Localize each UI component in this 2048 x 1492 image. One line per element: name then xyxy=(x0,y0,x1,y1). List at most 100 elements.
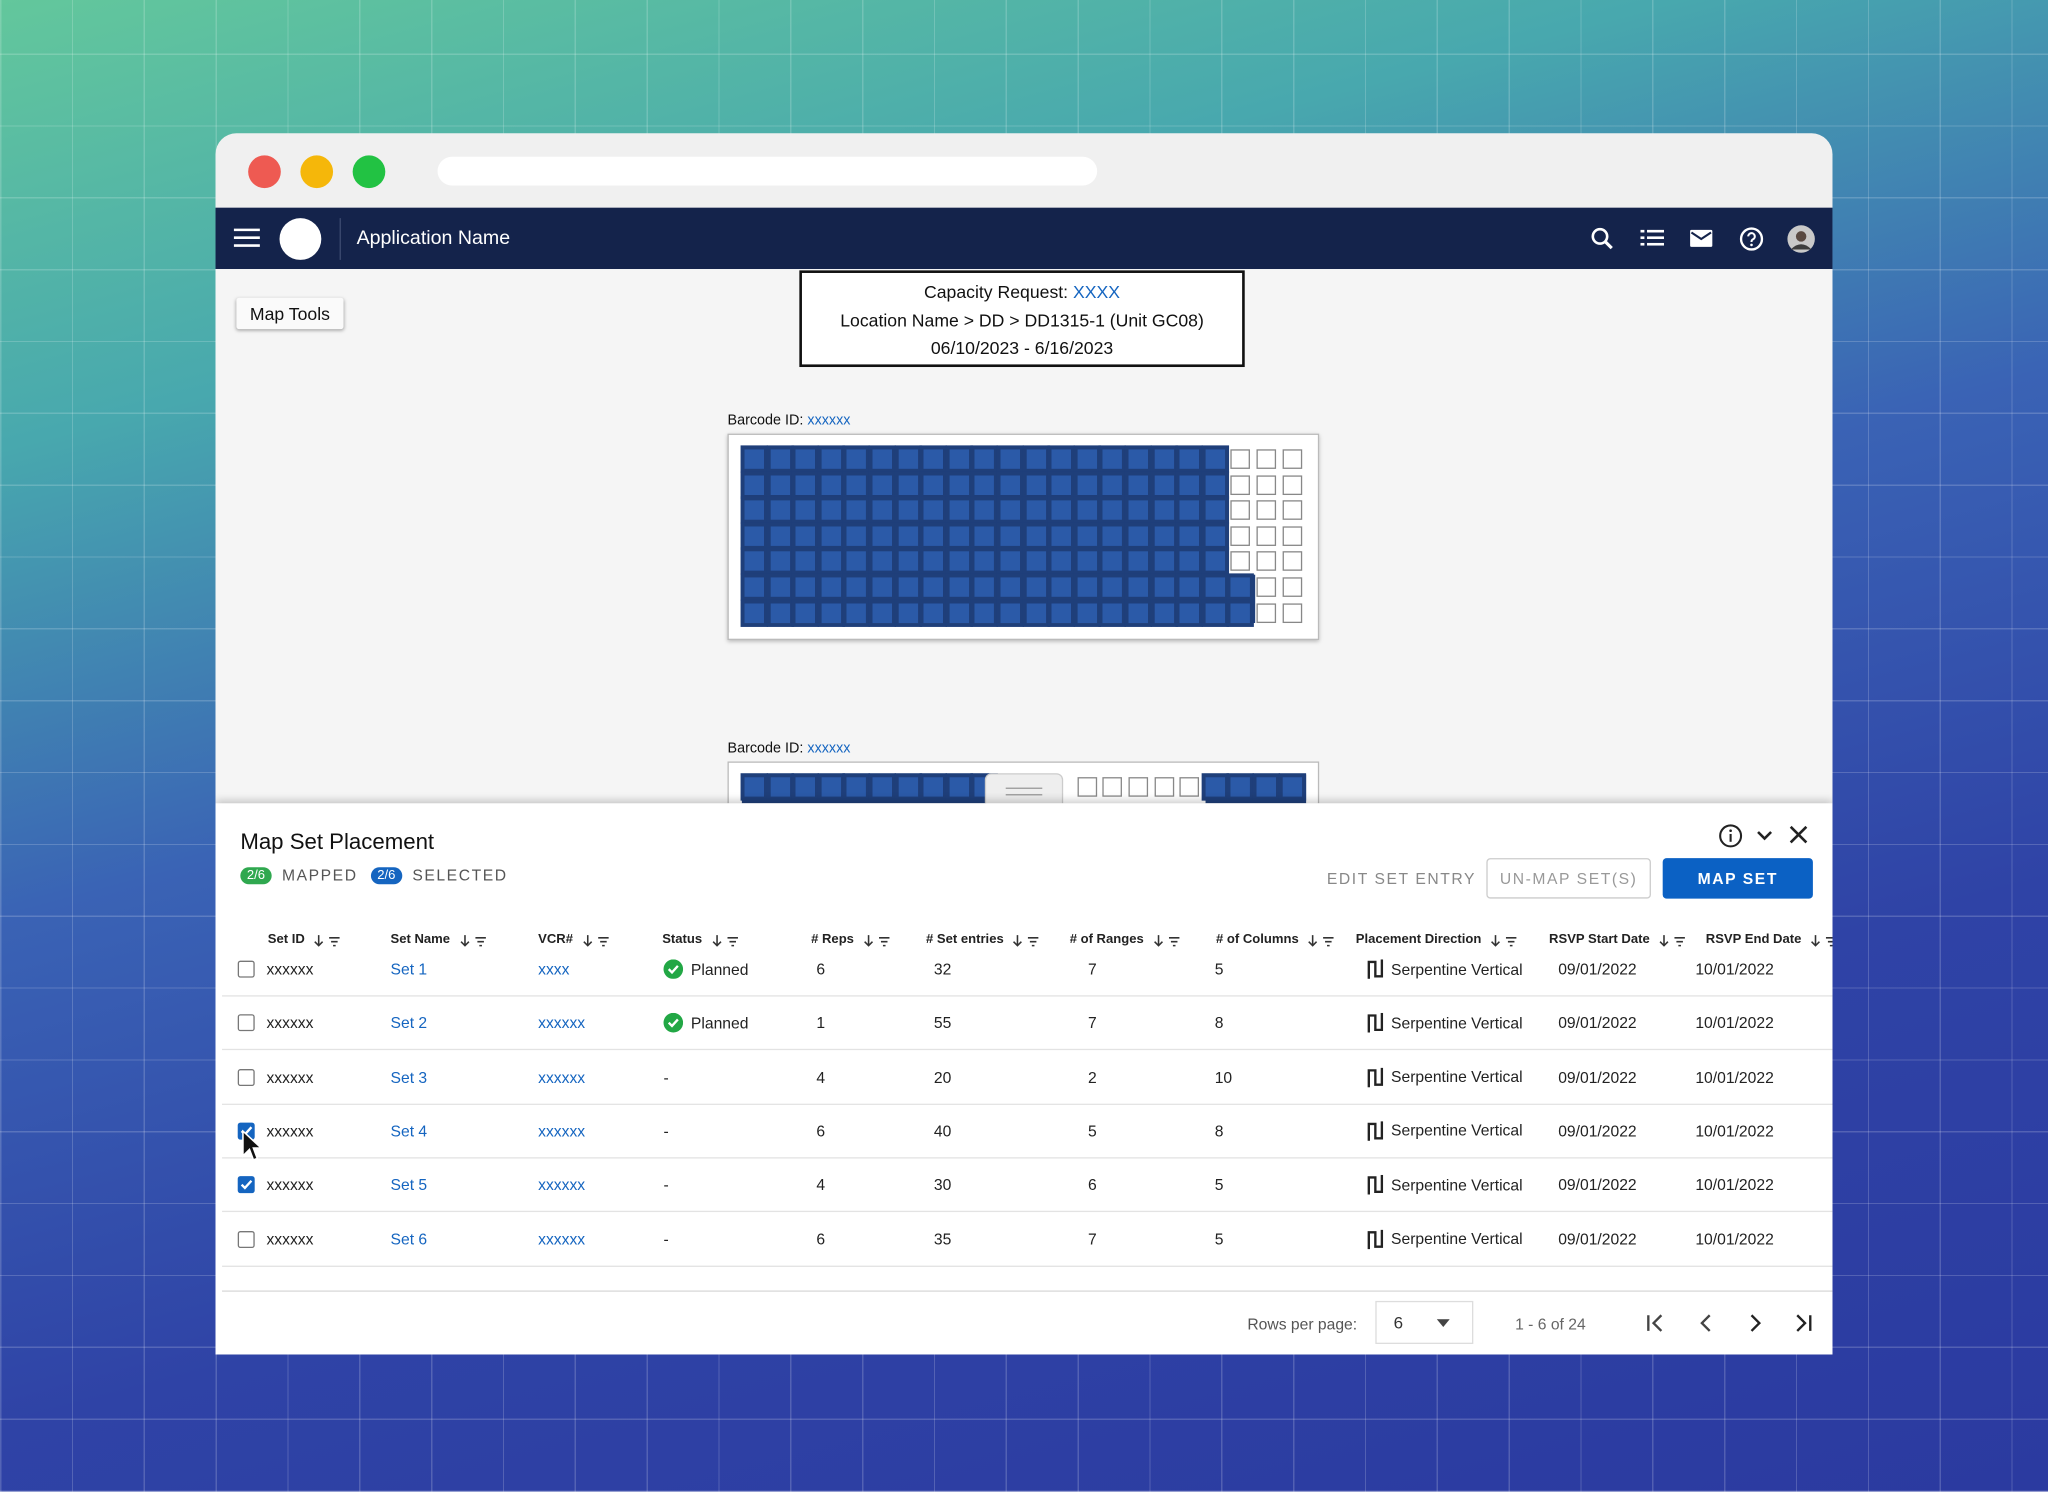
column-header: Placement Direction xyxy=(1356,933,1518,947)
next-page-icon[interactable] xyxy=(1746,1314,1764,1332)
sort-filter-icons[interactable] xyxy=(1013,933,1040,947)
map-set-button[interactable]: MAP SET xyxy=(1662,858,1813,899)
last-page-icon[interactable] xyxy=(1795,1314,1813,1332)
cell-link[interactable]: Set 2 xyxy=(390,1013,428,1033)
cell-text: 8 xyxy=(1214,1013,1224,1033)
sort-filter-icons[interactable] xyxy=(1308,933,1335,947)
cell-link[interactable]: Set 1 xyxy=(390,959,428,979)
unmap-button[interactable]: UN-MAP SET(S) xyxy=(1486,858,1651,899)
cell-link[interactable]: xxxx xyxy=(538,959,570,979)
edit-set-entry-button[interactable]: EDIT SET ENTRY xyxy=(1326,869,1477,888)
cell-text: Planned xyxy=(690,959,749,979)
avatar[interactable] xyxy=(1787,225,1816,254)
table-cell: 10 xyxy=(1215,1068,1232,1086)
filled-cell xyxy=(842,522,871,550)
cell-link[interactable]: xxxxxx xyxy=(538,1067,586,1087)
table-cell: xxxxxx xyxy=(266,960,313,978)
sort-filter-icons[interactable] xyxy=(1153,933,1180,947)
filled-cell xyxy=(1226,773,1255,801)
filled-cell xyxy=(894,522,922,550)
cell-link[interactable]: Set 4 xyxy=(390,1121,428,1141)
filled-cell xyxy=(919,445,948,473)
empty-cell xyxy=(1282,474,1302,495)
page-range: 1 - 6 of 24 xyxy=(1515,1315,1586,1334)
mail-icon[interactable] xyxy=(1689,229,1715,250)
sort-filter-icons[interactable] xyxy=(863,933,890,947)
cell-link[interactable]: xxxxxx xyxy=(538,1229,586,1248)
rows-per-page-select[interactable]: 6 xyxy=(1375,1300,1474,1344)
filled-cell xyxy=(1201,522,1229,550)
drag-handle[interactable] xyxy=(984,773,1064,804)
row-checkbox[interactable] xyxy=(237,1176,255,1194)
row-checkbox[interactable] xyxy=(237,1014,255,1032)
table-cell: xxxxxx xyxy=(266,1176,313,1194)
row-checkbox[interactable] xyxy=(237,1068,255,1086)
cell-link[interactable]: Set 6 xyxy=(390,1229,428,1248)
table-cell: Serpentine Vertical xyxy=(1366,1121,1523,1141)
column-header: VCR# xyxy=(538,933,609,947)
menu-icon[interactable] xyxy=(233,226,260,250)
handle-lines xyxy=(1005,787,1043,796)
table-cell: 5 xyxy=(1215,960,1224,978)
cell-link[interactable]: xxxxxx xyxy=(538,1121,586,1141)
filled-cell xyxy=(1022,547,1050,576)
table-cell: Set 4 xyxy=(391,1122,428,1140)
address-bar[interactable] xyxy=(437,156,1098,186)
row-divider xyxy=(222,1264,1833,1267)
collapse-icon[interactable] xyxy=(1755,827,1773,845)
cell-link[interactable]: Set 5 xyxy=(390,1175,428,1195)
barcode-id[interactable]: xxxxxx xyxy=(807,740,851,757)
filled-cell xyxy=(791,598,820,627)
sort-filter-icons[interactable] xyxy=(711,933,738,947)
cell-text: 1 xyxy=(816,1013,826,1033)
filled-cell xyxy=(1124,522,1152,550)
sort-filter-icons[interactable] xyxy=(1490,933,1517,947)
filled-cell xyxy=(945,598,973,627)
logo[interactable] xyxy=(279,218,322,260)
filled-cell xyxy=(1022,598,1050,627)
minimize-dot[interactable] xyxy=(300,155,334,189)
row-checkbox[interactable] xyxy=(237,960,255,978)
sort-filter-icons[interactable] xyxy=(1811,933,1833,947)
column-header: RSVP End Date xyxy=(1706,933,1833,947)
filled-cell xyxy=(791,522,820,550)
filled-cell xyxy=(740,496,768,524)
sort-filter-icons[interactable] xyxy=(1659,933,1686,947)
cell-text: xxxxxx xyxy=(266,1013,314,1033)
close-dot[interactable] xyxy=(248,155,281,189)
barcode-id[interactable]: xxxxxx xyxy=(807,412,851,429)
prev-page-icon[interactable] xyxy=(1697,1314,1715,1332)
maximize-dot[interactable] xyxy=(352,155,386,189)
cell-text: 09/01/2022 xyxy=(1558,959,1637,979)
sort-filter-icons[interactable] xyxy=(459,933,486,947)
table-cell: xxxxxx xyxy=(266,1014,313,1032)
empty-cell xyxy=(1256,551,1277,572)
help-icon[interactable] xyxy=(1738,226,1764,252)
list-icon[interactable] xyxy=(1640,227,1666,251)
cell-link[interactable]: xxxxxx xyxy=(538,1013,586,1033)
row-checkbox[interactable] xyxy=(237,1230,255,1248)
sort-filter-icons[interactable] xyxy=(582,933,609,947)
filled-cell xyxy=(868,598,896,627)
request-location: Location Name > DD > DD1315-1 (Unit GC08… xyxy=(840,310,1204,330)
filled-cell xyxy=(1150,470,1178,499)
filled-cell xyxy=(1098,445,1127,473)
filled-cell xyxy=(868,547,896,576)
first-page-icon[interactable] xyxy=(1646,1314,1664,1332)
cell-text: xxxxxx xyxy=(266,1175,314,1195)
request-id[interactable]: XXXX xyxy=(1072,282,1121,302)
map-tools-button[interactable]: Map Tools xyxy=(236,297,344,330)
info-icon[interactable] xyxy=(1718,823,1744,849)
panel-title: Map Set Placement xyxy=(240,829,435,855)
planned-icon xyxy=(663,1013,684,1033)
cell-link[interactable]: Set 3 xyxy=(390,1067,428,1087)
column-title: Status xyxy=(662,932,703,947)
filled-cell xyxy=(996,470,1024,499)
filled-cell xyxy=(1252,773,1280,801)
sort-filter-icons[interactable] xyxy=(314,933,341,947)
filled-cell xyxy=(817,598,845,627)
search-icon[interactable] xyxy=(1590,226,1616,252)
empty-cell xyxy=(1102,777,1123,797)
close-icon[interactable] xyxy=(1789,825,1808,844)
cell-link[interactable]: xxxxxx xyxy=(538,1175,586,1195)
